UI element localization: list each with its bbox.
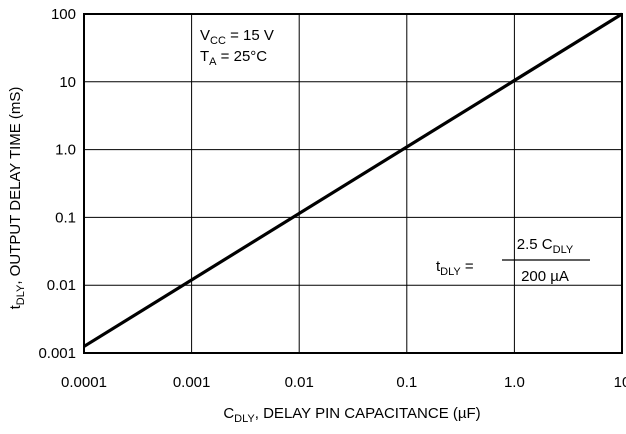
ta-condition: TA = 25°C — [200, 48, 267, 68]
plot-frame — [83, 13, 623, 354]
y-tick-label: 0.1 — [55, 209, 76, 226]
x-tick-label: 0.1 — [396, 374, 417, 391]
y-tick-label: 0.001 — [38, 345, 76, 362]
x-axis-title: CDLY, DELAY PIN CAPACITANCE (µF) — [223, 405, 480, 425]
x-tick-label: 0.001 — [173, 374, 211, 391]
delay-time-line — [83, 12, 623, 348]
x-tick-label: 0.0001 — [61, 374, 107, 391]
formula-denominator: 200 µA — [521, 268, 569, 285]
y-tick-label: 10 — [59, 74, 76, 91]
formula-numerator: 2.5 CDLY — [517, 236, 574, 256]
y-axis-title: tDLY, OUTPUT DELAY TIME (mS) — [7, 87, 27, 310]
formula-lhs: tDLY = — [436, 258, 474, 278]
y-tick-label: 100 — [51, 6, 76, 23]
y-tick-label: 0.01 — [47, 277, 76, 294]
x-tick-label: 1.0 — [504, 374, 525, 391]
x-tick-label: 10 — [614, 374, 626, 391]
grid — [84, 14, 622, 353]
x-tick-labels: 0.0001 0.001 0.01 0.1 1.0 10 — [61, 374, 626, 391]
y-tick-labels: 0.001 0.01 0.1 1.0 10 100 — [38, 6, 76, 362]
series-layer — [83, 12, 623, 348]
y-tick-label: 1.0 — [55, 142, 76, 159]
vcc-condition: VCC = 15 V — [200, 27, 274, 47]
x-tick-label: 0.01 — [285, 374, 314, 391]
